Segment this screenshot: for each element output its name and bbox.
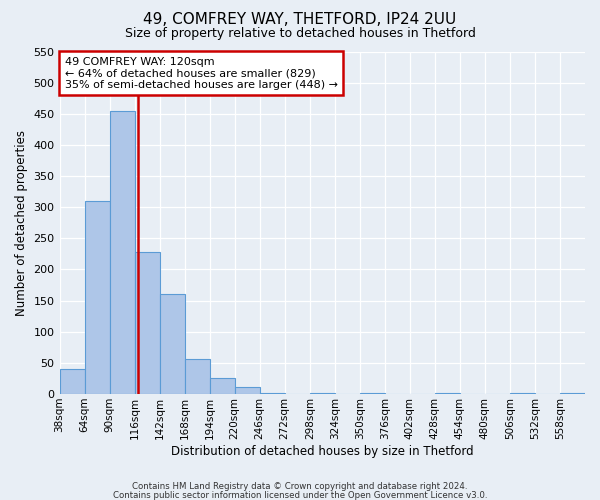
X-axis label: Distribution of detached houses by size in Thetford: Distribution of detached houses by size … <box>171 444 473 458</box>
Text: Contains HM Land Registry data © Crown copyright and database right 2024.: Contains HM Land Registry data © Crown c… <box>132 482 468 491</box>
Bar <box>435 393 460 394</box>
Text: Size of property relative to detached houses in Thetford: Size of property relative to detached ho… <box>125 28 475 40</box>
Bar <box>510 393 535 394</box>
Bar <box>110 110 134 394</box>
Bar <box>260 393 285 394</box>
Bar <box>185 358 209 394</box>
Bar <box>134 252 160 394</box>
Bar <box>160 294 185 394</box>
Y-axis label: Number of detached properties: Number of detached properties <box>15 130 28 316</box>
Bar <box>85 201 110 394</box>
Bar <box>560 393 585 394</box>
Bar <box>360 393 385 394</box>
Bar <box>209 378 235 394</box>
Bar <box>310 393 335 394</box>
Bar <box>235 386 260 394</box>
Text: Contains public sector information licensed under the Open Government Licence v3: Contains public sector information licen… <box>113 490 487 500</box>
Bar <box>59 369 85 394</box>
Text: 49 COMFREY WAY: 120sqm
← 64% of detached houses are smaller (829)
35% of semi-de: 49 COMFREY WAY: 120sqm ← 64% of detached… <box>65 56 338 90</box>
Text: 49, COMFREY WAY, THETFORD, IP24 2UU: 49, COMFREY WAY, THETFORD, IP24 2UU <box>143 12 457 28</box>
